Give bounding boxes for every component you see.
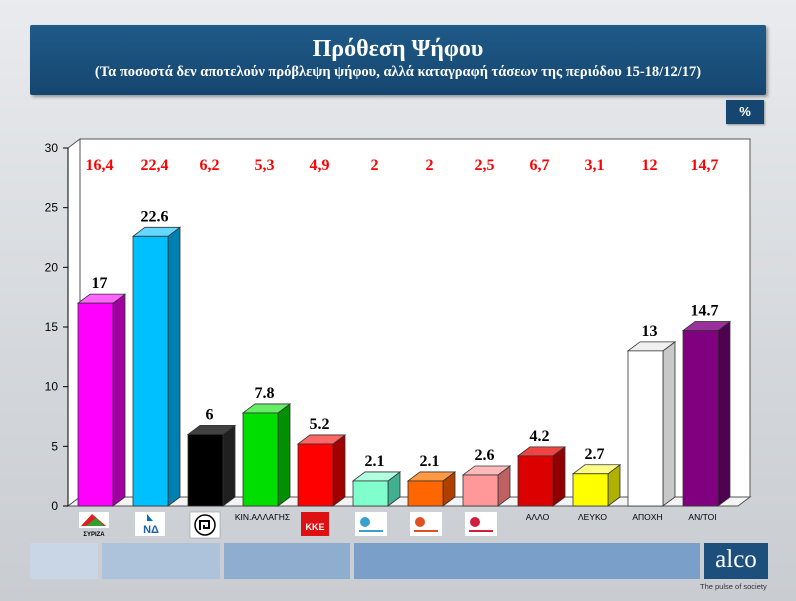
bar-value-label: 2.6 xyxy=(475,447,495,464)
footer-bar-4 xyxy=(354,543,700,579)
previous-value-label: 22,4 xyxy=(141,157,169,174)
bar-front xyxy=(242,412,279,507)
meander-emblem-icon xyxy=(189,511,221,539)
y-tick-label: 0 xyxy=(51,499,58,513)
bar-front xyxy=(77,302,114,507)
chart-subtitle: (Τα ποσοστά δεν αποτελούν πρόβλεψη ψήφου… xyxy=(94,64,702,80)
bar-value-label: 22.6 xyxy=(141,208,169,225)
footer-bar-1 xyxy=(30,543,98,579)
logo-tagline: The pulse of society xyxy=(700,582,767,591)
small-party-logo-1-icon xyxy=(355,512,387,536)
bar-side xyxy=(167,226,181,507)
bar-side xyxy=(112,293,126,507)
y-tick-label: 10 xyxy=(45,380,59,394)
bar-front xyxy=(407,480,444,507)
bar-value-label: 17 xyxy=(92,275,108,292)
bar xyxy=(351,471,402,507)
bar-value-label: 2.1 xyxy=(365,453,385,470)
bar xyxy=(131,226,182,507)
category-label: ΝΔ xyxy=(143,524,159,536)
bar-value-label: 13 xyxy=(642,323,658,340)
bar-front xyxy=(682,330,719,507)
bar-front xyxy=(627,350,664,507)
small-party-logo-3-icon xyxy=(465,512,497,536)
syriza-logo-icon xyxy=(79,512,109,528)
footer-bar-3 xyxy=(224,543,350,579)
bar xyxy=(296,434,347,507)
category-label: ΑΝ/ΤΟΙ xyxy=(688,512,716,522)
bar-value-label: 6 xyxy=(206,406,214,423)
bar xyxy=(461,465,512,507)
previous-value-label: 3,1 xyxy=(585,157,605,174)
nd-logo-icon xyxy=(135,512,165,536)
bar-side xyxy=(222,424,236,507)
bar xyxy=(76,293,127,507)
bar-front xyxy=(187,433,224,507)
bar xyxy=(186,424,237,507)
y-tick-label: 30 xyxy=(45,141,59,155)
bar-front xyxy=(132,235,169,507)
category-label: ΚΚΕ xyxy=(305,522,324,532)
category-label: ΣΥΡΙΖΑ xyxy=(83,532,105,538)
previous-value-label: 5,3 xyxy=(255,157,275,174)
bar-side xyxy=(662,341,676,507)
bar-side xyxy=(332,434,346,507)
bar xyxy=(681,320,732,507)
bar xyxy=(241,403,292,507)
previous-value-label: 6,7 xyxy=(530,157,550,174)
bar-value-label: 5.2 xyxy=(310,416,330,433)
bar-front xyxy=(297,443,334,507)
bar xyxy=(516,446,567,507)
previous-value-label: 6,2 xyxy=(200,157,220,174)
y-tick-label: 5 xyxy=(51,439,58,453)
small-party-logo-2-icon xyxy=(410,512,442,536)
bar xyxy=(571,463,622,507)
bar-side xyxy=(717,320,731,507)
chart-title: Πρόθεση Ψήφου xyxy=(312,36,484,62)
previous-value-label: 2,5 xyxy=(475,157,495,174)
category-label: ΛΕΥΚΟ xyxy=(578,512,607,522)
footer-bar-2 xyxy=(102,543,220,579)
previous-value-label: 2 xyxy=(371,157,379,174)
bar-side xyxy=(277,403,291,507)
alco-logo: alco xyxy=(704,543,768,579)
previous-value-label: 14,7 xyxy=(691,157,719,174)
category-label: ΑΠΟΧΗ xyxy=(632,512,662,522)
bar-front xyxy=(462,474,499,507)
y-tick-label: 20 xyxy=(45,260,59,274)
previous-value-label: 12 xyxy=(642,157,658,174)
kke-logo-icon xyxy=(301,512,329,536)
bar-value-label: 2.7 xyxy=(585,446,605,463)
bar-value-label: 2.1 xyxy=(420,453,440,470)
unit-badge: % xyxy=(726,100,764,124)
y-tick-label: 15 xyxy=(45,320,59,334)
bar-value-label: 7.8 xyxy=(255,385,275,402)
previous-value-label: 2 xyxy=(426,157,434,174)
bar xyxy=(626,341,677,507)
bar-front xyxy=(572,473,609,507)
bar-value-label: 14.7 xyxy=(691,303,719,320)
bar-front xyxy=(352,480,389,507)
previous-value-label: 4,9 xyxy=(310,157,330,174)
chart-header: Πρόθεση Ψήφου (Τα ποσοστά δεν αποτελούν … xyxy=(30,25,766,95)
bar xyxy=(406,471,457,507)
previous-value-label: 16,4 xyxy=(86,157,114,174)
bar-chart: 0510152025301716,422.622,466,27.85,3ΚΙΝ.… xyxy=(45,138,752,539)
category-label: ΚΙΝ.ΑΛΛΑΓΗΣ xyxy=(235,512,290,522)
bar-side xyxy=(552,446,566,507)
y-tick-label: 25 xyxy=(45,201,59,215)
category-label: ΑΛΛΟ xyxy=(526,512,550,522)
bar-value-label: 4.2 xyxy=(530,428,550,445)
bar-front xyxy=(517,455,554,507)
